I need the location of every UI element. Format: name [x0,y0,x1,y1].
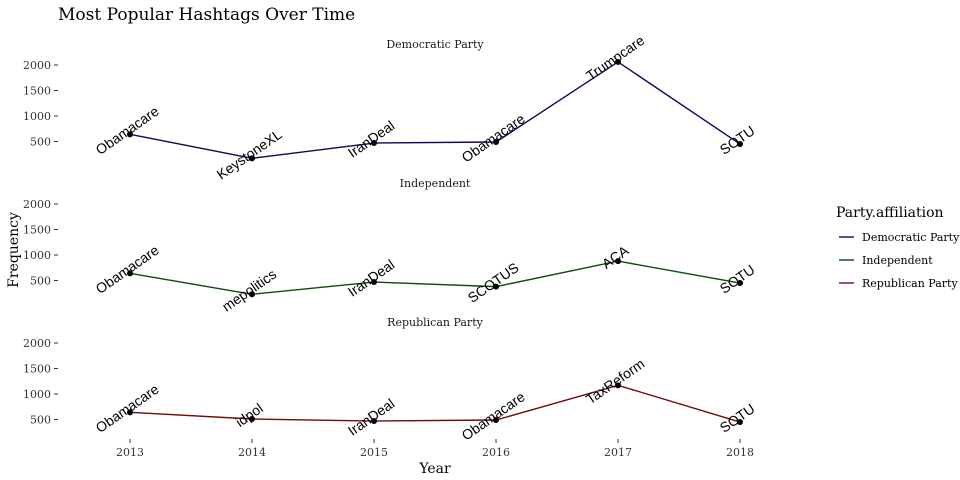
data-point [615,58,621,65]
y-tick-label: 1000 [23,249,51,262]
data-point [127,131,133,138]
point-label: SOTU [717,261,758,296]
panel-republican-party: Republican Party 500 1000 1500 2000 Obamacare… [23,316,758,443]
point-label: IranDeal [345,256,398,299]
data-point [371,140,377,147]
x-tick-label: 2015 [360,446,388,459]
legend-label: Democratic Party [862,231,960,244]
x-tick-label: 2013 [116,446,144,459]
data-point [737,419,743,426]
facet-panels: Democratic Party 500 1000 1500 2000 Obamacare… [23,32,758,444]
data-point [615,258,621,265]
panel-title: Independent [400,177,471,190]
x-tick-label: 2017 [604,446,632,459]
panel-democratic-party: Democratic Party 500 1000 1500 2000 Obamacare… [23,32,758,183]
data-point [371,418,377,425]
point-label: KeystoneXL [214,126,285,183]
series-line [129,384,741,423]
y-tick-label: 2000 [23,198,51,211]
data-point [127,270,133,277]
data-point [615,382,621,389]
y-tick-label: 2000 [23,59,51,72]
y-tick-label: 2000 [23,337,51,350]
y-tick-label: 1000 [23,388,51,401]
panel-title: Democratic Party [386,38,484,51]
data-point [737,141,743,148]
y-tick-label: 500 [30,275,51,288]
x-axis-label: Year [418,461,451,477]
data-point [737,280,743,287]
legend-title: Party.affiliation [836,205,944,221]
x-axis: 2013 2014 2015 2016 2017 2018 [116,439,754,459]
data-point [249,291,255,298]
legend-label: Independent [862,254,933,267]
point-label: ACA [599,242,632,272]
point-label: IranDeal [345,395,398,438]
point-label: Obamacare [459,110,528,165]
y-tick-label: 500 [30,414,51,427]
point-label: Obamacare [93,381,162,436]
legend-item: Republican Party [839,277,958,290]
data-point [493,139,499,146]
data-point [493,283,499,290]
chart-title: Most Popular Hashtags Over Time [58,5,355,25]
y-tick-label: 1500 [23,224,51,237]
panel-title: Republican Party [387,316,483,329]
point-label: IranDeal [345,117,398,160]
point-label: TaxReform [583,355,648,407]
legend: Party.affiliation Democratic Party Indepen… [836,205,960,290]
legend-label: Republican Party [862,277,958,290]
point-label: Obamacare [93,242,162,297]
point-label: idpol [232,400,265,430]
data-point [249,155,255,162]
series-line [129,260,741,295]
y-tick-label: 500 [30,136,51,149]
y-axis-label: Frequency [6,212,22,288]
x-tick-label: 2014 [238,446,266,459]
legend-item: Independent [839,254,933,267]
data-point [371,279,377,286]
data-point [127,409,133,416]
y-tick-label: 1500 [23,363,51,376]
point-label: SOTU [717,122,758,157]
x-tick-label: 2018 [726,446,754,459]
y-tick-label: 1000 [23,110,51,123]
legend-item: Democratic Party [839,231,960,244]
x-tick-label: 2016 [482,446,510,459]
data-point [493,417,499,424]
point-label: SOTU [717,400,758,435]
series-line [129,61,741,160]
point-label: Obamacare [459,388,528,443]
data-point [249,415,255,422]
y-tick-label: 1500 [23,85,51,98]
point-label: Obamacare [93,103,162,158]
